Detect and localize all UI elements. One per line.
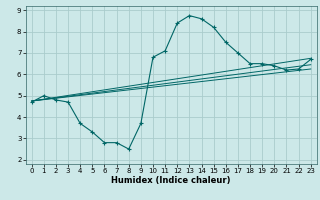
X-axis label: Humidex (Indice chaleur): Humidex (Indice chaleur) — [111, 176, 231, 185]
